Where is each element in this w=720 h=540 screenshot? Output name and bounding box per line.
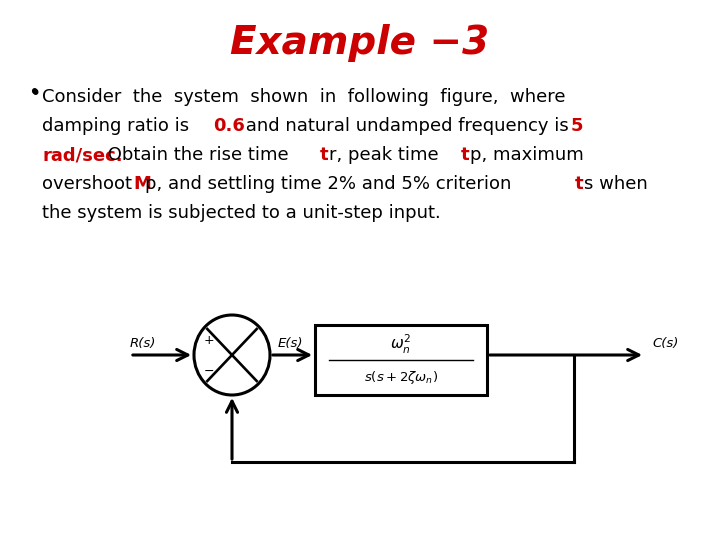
Text: R(s): R(s) (130, 336, 156, 349)
Text: t: t (575, 175, 584, 193)
Text: •: • (28, 83, 40, 102)
Text: p, and settling time 2% and 5% criterion: p, and settling time 2% and 5% criterion (145, 175, 517, 193)
Text: −: − (204, 364, 215, 377)
Text: p, maximum: p, maximum (470, 146, 584, 164)
Text: overshoot: overshoot (42, 175, 138, 193)
Text: +: + (204, 334, 215, 348)
Text: s when: s when (584, 175, 648, 193)
Text: •: • (29, 84, 40, 103)
Text: E(s): E(s) (277, 336, 302, 349)
Text: $\omega_n^2$: $\omega_n^2$ (390, 332, 412, 355)
Text: Consider  the  system  shown  in  following  figure,  where: Consider the system shown in following f… (42, 88, 565, 106)
Text: rad/sec.: rad/sec. (42, 146, 122, 164)
Text: Example −3: Example −3 (230, 24, 490, 62)
Text: $s(s + 2\zeta\omega_n)$: $s(s + 2\zeta\omega_n)$ (364, 369, 438, 386)
Text: t: t (320, 146, 328, 164)
Text: t: t (461, 146, 469, 164)
Text: damping ratio is: damping ratio is (42, 117, 195, 135)
Text: C(s): C(s) (652, 336, 678, 349)
Text: 5: 5 (571, 117, 583, 135)
Text: the system is subjected to a unit-step input.: the system is subjected to a unit-step i… (42, 204, 441, 222)
Text: and natural undamped frequency is: and natural undamped frequency is (240, 117, 575, 135)
Text: Obtain the rise time: Obtain the rise time (102, 146, 294, 164)
Text: 0.6: 0.6 (213, 117, 245, 135)
Text: M: M (133, 175, 151, 193)
Bar (315, 325, 487, 395)
Text: r, peak time: r, peak time (329, 146, 444, 164)
